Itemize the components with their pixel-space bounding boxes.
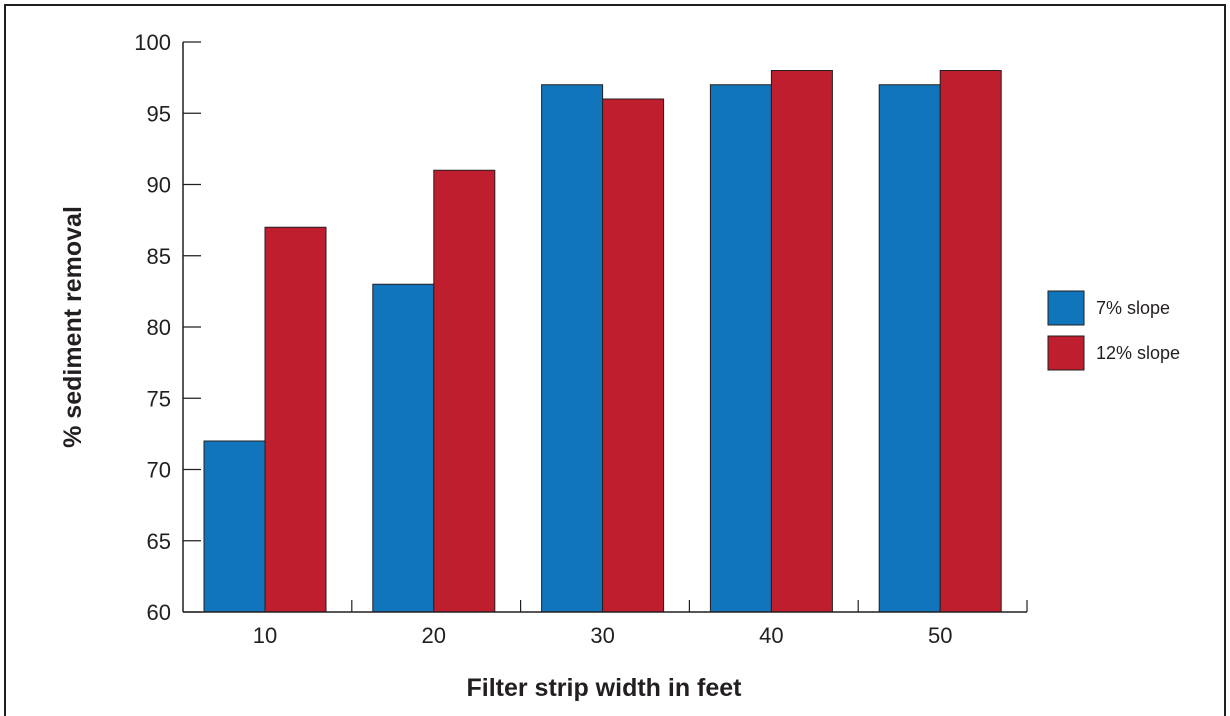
legend-label-series2: 12% slope bbox=[1096, 343, 1180, 363]
y-tick-label: 85 bbox=[147, 244, 171, 269]
legend-swatch-series1 bbox=[1047, 290, 1085, 326]
legend-swatch-series2 bbox=[1047, 335, 1085, 371]
y-tick-label: 75 bbox=[147, 386, 171, 411]
y-tick-label: 80 bbox=[147, 315, 171, 340]
bar-series1-50 bbox=[878, 84, 941, 613]
x-tick-label: 40 bbox=[759, 623, 783, 648]
bar-series1-40 bbox=[709, 84, 772, 613]
x-ticks-group: 10 20 30 40 50 bbox=[253, 600, 1028, 648]
legend: 7% slope 12% slope bbox=[1047, 290, 1180, 371]
y-tick-label: 65 bbox=[147, 529, 171, 554]
x-tick-label: 20 bbox=[422, 623, 446, 648]
bar-series2-20 bbox=[433, 169, 496, 613]
bar-series1-10 bbox=[203, 440, 266, 613]
bar-series2-50 bbox=[939, 70, 1002, 613]
x-tick-label: 30 bbox=[590, 623, 614, 648]
bar-series2-40 bbox=[770, 70, 833, 613]
bar-series2-10 bbox=[264, 226, 327, 613]
y-tick-label: 95 bbox=[147, 101, 171, 126]
legend-label-series1: 7% slope bbox=[1096, 298, 1170, 318]
x-tick-label: 50 bbox=[928, 623, 952, 648]
x-axis-title: Filter strip width in feet bbox=[466, 674, 742, 702]
bar-series1-20 bbox=[372, 283, 435, 613]
y-tick-label: 100 bbox=[134, 30, 171, 55]
x-tick-label: 10 bbox=[253, 623, 277, 648]
bar-series2-30 bbox=[602, 98, 665, 613]
y-tick-label: 60 bbox=[147, 600, 171, 625]
y-tick-label: 90 bbox=[147, 173, 171, 198]
bar-series1-30 bbox=[541, 84, 604, 613]
y-axis-title: % sediment removal bbox=[59, 206, 87, 448]
y-tick-label: 70 bbox=[147, 458, 171, 483]
y-ticks-group: 60 65 70 75 80 85 90 95 100 bbox=[134, 30, 201, 625]
chart-frame bbox=[4, 4, 1226, 716]
bars-group bbox=[203, 70, 1002, 613]
